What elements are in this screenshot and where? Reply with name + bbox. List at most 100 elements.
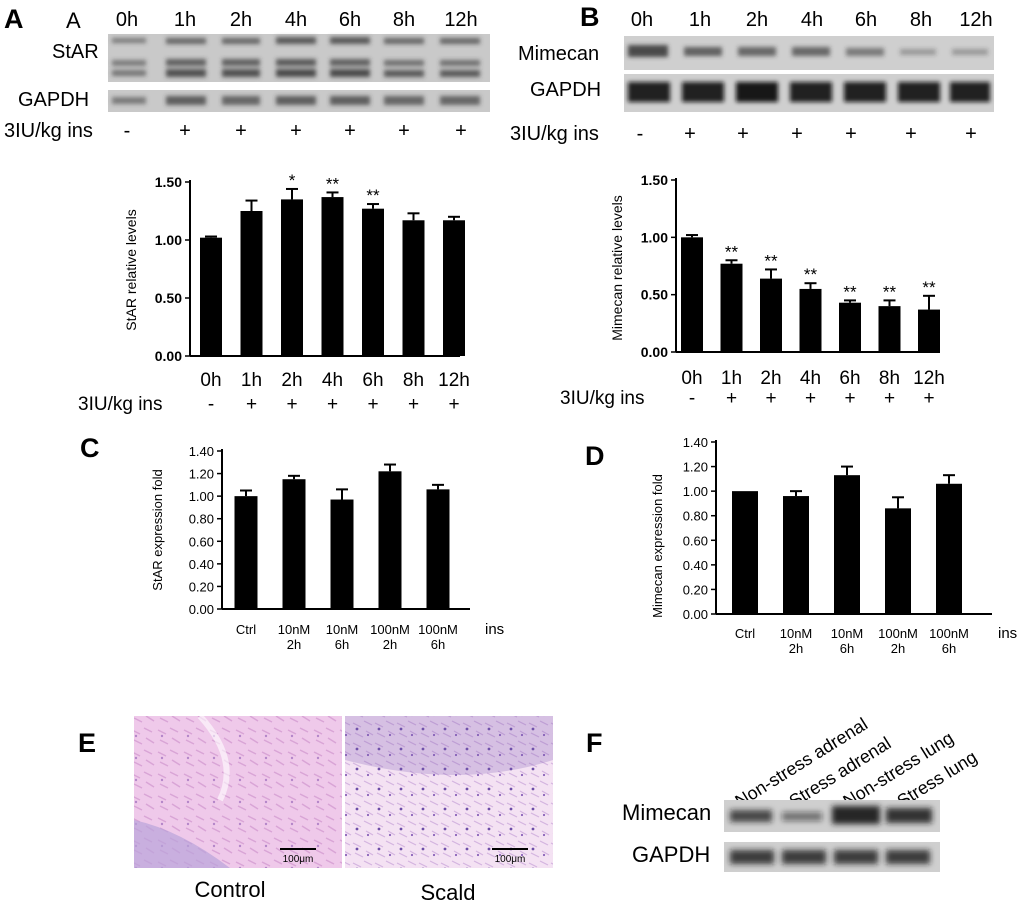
treatment-mark: + xyxy=(286,394,297,415)
blot-mimecan-f xyxy=(724,800,940,832)
x-tick-label: 6h xyxy=(840,641,854,656)
treatment-mark: + xyxy=(246,394,257,415)
significance-marker: ** xyxy=(883,282,897,301)
y-tick-label: 1.00 xyxy=(683,484,708,499)
scale-bar-label: 100μm xyxy=(283,854,314,865)
bar xyxy=(443,220,465,356)
y-tick-label: 1.40 xyxy=(189,444,214,459)
x-tick-label: 2h xyxy=(891,641,905,656)
bar xyxy=(783,496,809,614)
treatment-mark: + xyxy=(344,120,356,142)
y-tick-label: 0.00 xyxy=(189,602,214,617)
y-tick-label: 0.40 xyxy=(189,557,214,572)
panel-b-treatment-marks: - + + + + + + xyxy=(637,123,977,145)
y-axis-label: Mimecan expression fold xyxy=(650,474,665,618)
y-tick-label: 1.00 xyxy=(641,229,668,245)
significance-marker: ** xyxy=(922,278,936,297)
treatment-mark: + xyxy=(408,394,419,415)
x-tick-label: 100nM xyxy=(929,626,969,641)
x-tick-label: 10nM xyxy=(780,626,813,641)
bar xyxy=(282,479,306,609)
significance-marker: * xyxy=(289,171,296,190)
timepoint-label: 8h xyxy=(910,9,932,31)
x-tick-label: 2h xyxy=(760,368,781,389)
y-tick-label: 0.60 xyxy=(683,533,708,548)
blot-label-mimecan: Mimecan xyxy=(518,43,599,65)
y-axis-label: Mimecan relative levels xyxy=(609,195,625,341)
treatment-mark: + xyxy=(923,388,934,409)
timepoint-label: 2h xyxy=(230,9,252,31)
bar xyxy=(936,483,962,614)
treatment-mark: + xyxy=(455,120,467,142)
treatment-mark: + xyxy=(327,394,338,415)
bar xyxy=(885,508,911,614)
blot-gapdh-f xyxy=(724,842,940,872)
caption-scald: Scald xyxy=(420,880,475,905)
timepoint-label: 8h xyxy=(393,9,415,31)
panel-b: B 0h 1h 2h 4h 6h 8h 12h Mimecan GAPDH xyxy=(510,2,994,145)
y-tick-label: 0.20 xyxy=(189,579,214,594)
timepoint-label: 2h xyxy=(746,9,768,31)
timepoint-label: 4h xyxy=(285,9,307,31)
bar xyxy=(362,208,384,356)
treatment-mark: + xyxy=(965,123,977,145)
treatment-mark: + xyxy=(737,123,749,145)
x-tick-label: 100nM xyxy=(878,626,918,641)
y-tick-label: 1.50 xyxy=(155,174,182,190)
bar xyxy=(200,237,222,356)
treatment-mark: + xyxy=(844,388,855,409)
significance-marker: ** xyxy=(804,265,818,284)
bar xyxy=(918,309,940,352)
timepoint-label: 0h xyxy=(631,9,653,31)
significance-marker: ** xyxy=(326,174,340,193)
treatment-mark: + xyxy=(367,394,378,415)
x-tick-label: 100nM xyxy=(370,622,410,637)
blot-label-mimecan: Mimecan xyxy=(622,800,711,825)
treatment-mark: - xyxy=(637,123,644,145)
timepoint-label: 12h xyxy=(959,9,992,31)
treatment-mark: - xyxy=(124,120,131,142)
treatment-mark: + xyxy=(884,388,895,409)
bar xyxy=(732,491,758,614)
panel-letter-d: D xyxy=(585,441,605,471)
x-tick-label: 4h xyxy=(800,368,821,389)
x-tick-label: 10nM xyxy=(326,622,359,637)
y-tick-label: 0.80 xyxy=(189,512,214,527)
treatment-mark: - xyxy=(208,394,214,415)
timepoint-label: 1h xyxy=(689,9,711,31)
panel-f: F Non-stress adrenal Stress adrenal Non-… xyxy=(586,714,980,872)
y-axis-label: StAR expression fold xyxy=(150,469,165,590)
treatment-mark: + xyxy=(179,120,191,142)
timepoint-label: 12h xyxy=(444,9,477,31)
x-tick-label: Ctrl xyxy=(735,626,755,641)
blot-label-gapdh: GAPDH xyxy=(632,842,710,867)
bar xyxy=(426,489,450,609)
x-tick-label: 8h xyxy=(403,370,424,391)
blot-gapdh-a xyxy=(108,90,490,112)
panel-letter-f: F xyxy=(586,728,603,758)
treatment-mark: + xyxy=(905,123,917,145)
x-tick-label: 10nM xyxy=(831,626,864,641)
timepoint-label: 4h xyxy=(801,9,823,31)
treatment-mark: + xyxy=(448,394,459,415)
y-tick-label: 0.80 xyxy=(683,509,708,524)
bar xyxy=(321,197,344,356)
y-axis-label: StAR relative levels xyxy=(123,209,139,330)
y-tick-label: 0.60 xyxy=(189,534,214,549)
x-tick-label: 6h xyxy=(942,641,956,656)
y-tick-label: 1.00 xyxy=(189,489,214,504)
blot-label-gapdh: GAPDH xyxy=(530,79,601,101)
chart-c: 0.00 0.20 0.40 0.60 0.80 1.00 1.20 1.40 StAR exp… xyxy=(150,444,504,652)
treatment-mark: + xyxy=(791,123,803,145)
treatment-mark: + xyxy=(290,120,302,142)
y-tick-label: 1.20 xyxy=(189,467,214,482)
bar xyxy=(330,499,354,609)
treatment-label: 3IU/kg ins xyxy=(78,394,162,415)
treatment-mark: + xyxy=(398,120,410,142)
x-tick-label: 6h xyxy=(431,637,445,652)
bar xyxy=(878,306,901,352)
bar xyxy=(834,475,860,614)
treatment-label: 3IU/kg ins xyxy=(4,120,93,142)
chart-a: 0.00 0.50 1.00 1.50 StAR relative levels 0h - 1… xyxy=(78,171,470,415)
